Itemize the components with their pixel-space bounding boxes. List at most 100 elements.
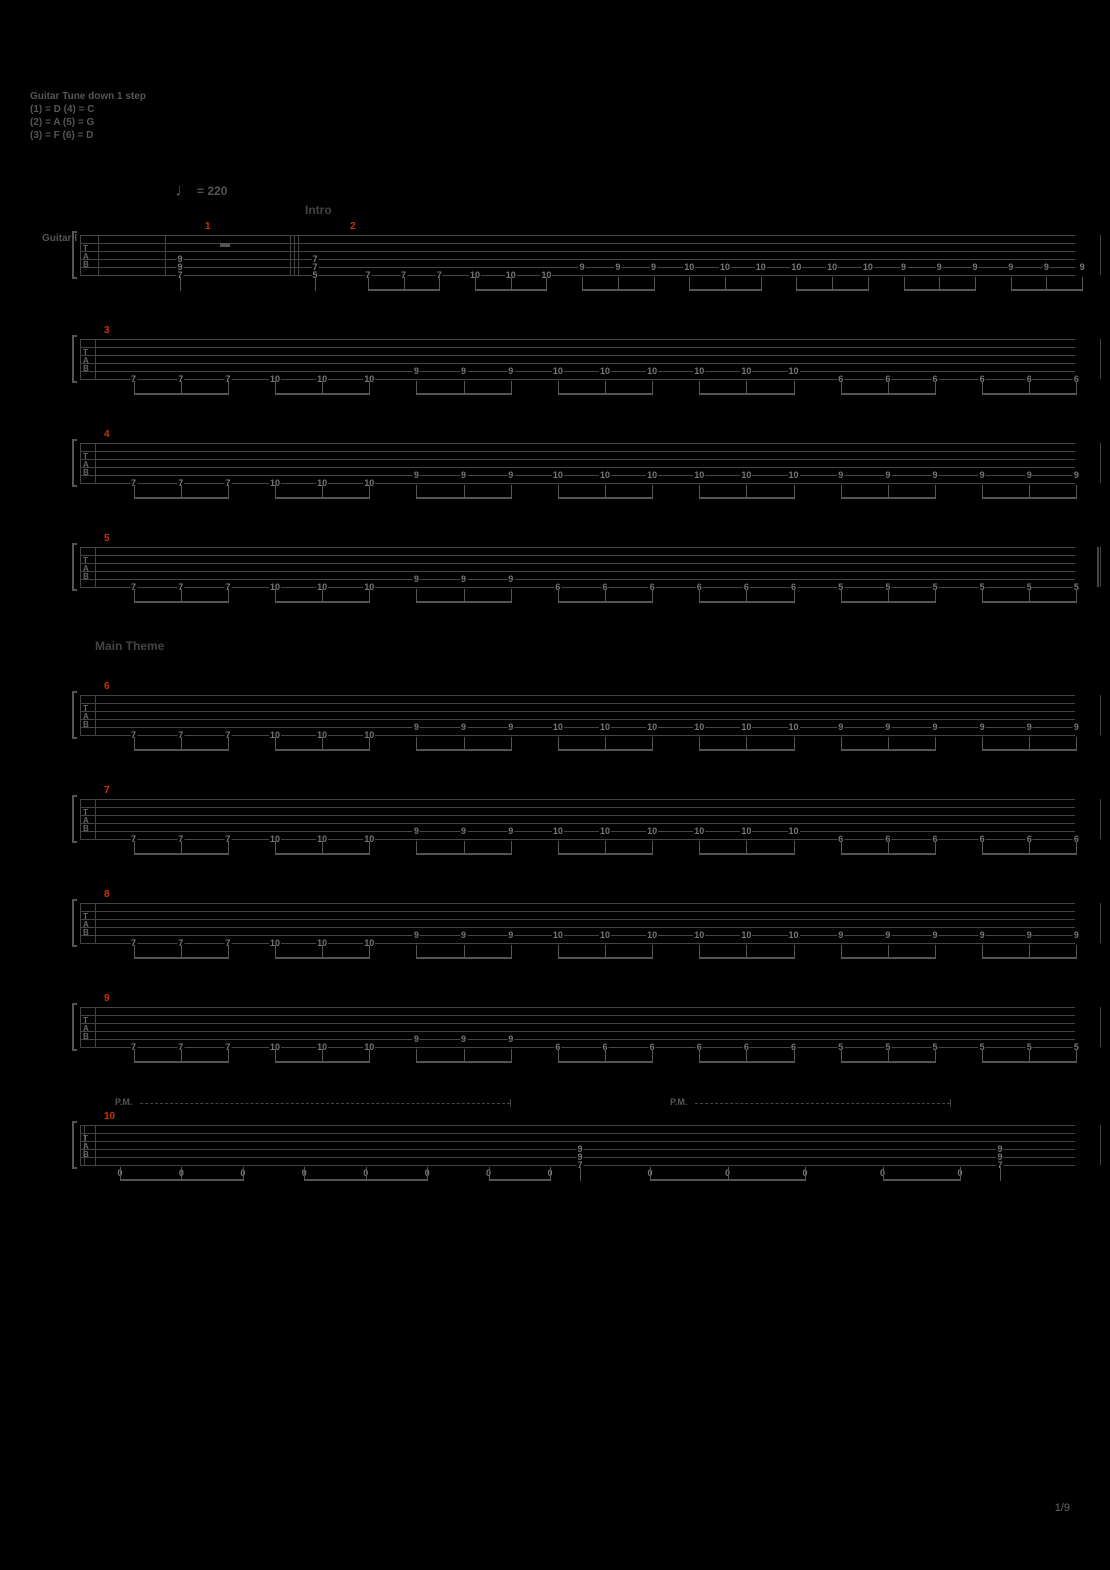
fret-number: 9 <box>413 366 420 376</box>
fret-number: 10 <box>552 930 564 940</box>
system-bracket <box>72 335 77 383</box>
tempo: ♩ = 220 <box>30 180 1080 201</box>
fret-number: 9 <box>507 930 514 940</box>
fret-number: 9 <box>837 470 844 480</box>
bar-number-row: 9 <box>80 993 1080 1007</box>
fret-number: 9 <box>460 574 467 584</box>
fret-number: 9 <box>460 470 467 480</box>
fret-number: 10 <box>646 930 658 940</box>
tab-clef: TAB <box>83 557 89 581</box>
tab-system: 4TAB777101010999101010101010999999 <box>30 429 1080 505</box>
beam-row <box>80 277 1075 297</box>
fret-number: 10 <box>552 470 564 480</box>
bar-number: 1 <box>205 221 211 232</box>
fret-number: 9 <box>1026 470 1033 480</box>
fret-number: 10 <box>693 366 705 376</box>
fret-number: 9 <box>507 722 514 732</box>
bar-number-row: 3 <box>80 325 1080 339</box>
bar-number: 9 <box>104 993 110 1004</box>
fret-number: 9 <box>1007 262 1014 272</box>
bar-number: 5 <box>104 533 110 544</box>
fret-number: 9 <box>884 930 891 940</box>
fret-number: 9 <box>650 262 657 272</box>
tab-clef: TAB <box>83 245 89 269</box>
tuning-header: Guitar Tune down 1 step (1) = D (4) = C … <box>30 90 1080 142</box>
fret-number: 9 <box>1026 930 1033 940</box>
fret-number: 10 <box>740 470 752 480</box>
bar-number: 7 <box>104 785 110 796</box>
fret-number: 9 <box>507 574 514 584</box>
fret-number: 10 <box>693 722 705 732</box>
fret-number: 10 <box>599 826 611 836</box>
bar-number-row: 5 <box>80 533 1080 547</box>
tab-clef: TAB <box>83 1135 89 1159</box>
fret-number: 9 <box>413 574 420 584</box>
tab-staff: TAB777101010999101010101010999999 <box>80 443 1075 483</box>
fret-number: 9 <box>460 826 467 836</box>
bar-number: 2 <box>350 221 356 232</box>
fret-number: 9 <box>413 826 420 836</box>
fret-number: 9 <box>936 262 943 272</box>
tab-clef: TAB <box>83 1017 89 1041</box>
beam-row <box>80 381 1075 401</box>
fret-number: 10 <box>755 262 767 272</box>
fret-number: 10 <box>646 722 658 732</box>
system-bracket <box>72 231 77 279</box>
fret-number: 9 <box>413 1034 420 1044</box>
fret-number: 9 <box>579 262 586 272</box>
section-main-theme-label: Main Theme <box>30 639 1080 653</box>
beam-row <box>80 737 1075 757</box>
fret-number: 10 <box>790 262 802 272</box>
tab-system: 3TAB777101010999101010101010666666 <box>30 325 1080 401</box>
tab-staff: TAB777101010999666666555555 <box>80 1007 1075 1047</box>
fret-number: 9 <box>1026 722 1033 732</box>
palm-mute-row: P.M.P.M. <box>80 1097 1075 1111</box>
fret-number: 9 <box>971 262 978 272</box>
pm-dash <box>695 1103 950 1104</box>
bar-number-row: 10 <box>80 1111 1080 1125</box>
tab-system: 6TAB777101010999101010101010999999 <box>30 681 1080 757</box>
fret-number: 10 <box>788 826 800 836</box>
fret-number: 9 <box>979 722 986 732</box>
tempo-value: = 220 <box>197 184 227 198</box>
fret-number: 9 <box>931 722 938 732</box>
fret-number: 9 <box>460 366 467 376</box>
fret-number: 9 <box>507 366 514 376</box>
bar-number: 3 <box>104 325 110 336</box>
header-line: (1) = D (4) = C <box>30 103 1080 116</box>
fret-number: 10 <box>599 930 611 940</box>
fret-number: 9 <box>1073 930 1080 940</box>
header-line: (3) = F (6) = D <box>30 129 1080 142</box>
bar-number-row: 6 <box>80 681 1080 695</box>
fret-number: 10 <box>599 470 611 480</box>
fret-number: 9 <box>507 1034 514 1044</box>
fret-number: 10 <box>552 366 564 376</box>
tab-system: 12Guitar ITAB997775777101010999101010101… <box>30 221 1080 297</box>
tab-staff: TAB777101010999101010101010999999 <box>80 695 1075 735</box>
fret-number: 9 <box>413 930 420 940</box>
section-intro-label: Intro <box>30 203 1080 217</box>
fret-number: 10 <box>646 470 658 480</box>
fret-number: 10 <box>788 930 800 940</box>
tab-staff: TAB777101010999101010101010999999 <box>80 903 1075 943</box>
system-bracket <box>72 1003 77 1051</box>
fret-number: 10 <box>683 262 695 272</box>
fret-number: 9 <box>837 722 844 732</box>
bar-number-row: 12 <box>80 221 1080 235</box>
systems: 12Guitar ITAB997775777101010999101010101… <box>30 221 1080 1187</box>
fret-number: 9 <box>837 930 844 940</box>
fret-number: 9 <box>900 262 907 272</box>
fret-number: 9 <box>979 470 986 480</box>
fret-number: 10 <box>552 722 564 732</box>
system-bracket <box>72 899 77 947</box>
system-bracket <box>72 439 77 487</box>
tab-system: 7TAB777101010999101010101010666666 <box>30 785 1080 861</box>
tab-clef: TAB <box>83 349 89 373</box>
fret-number: 9 <box>884 722 891 732</box>
fret-number: 9 <box>413 470 420 480</box>
system-bracket <box>72 795 77 843</box>
tab-system: 5TAB777101010999666666555555 <box>30 533 1080 609</box>
fret-number: 9 <box>1073 722 1080 732</box>
fret-number: 10 <box>788 366 800 376</box>
fret-number: 10 <box>788 470 800 480</box>
